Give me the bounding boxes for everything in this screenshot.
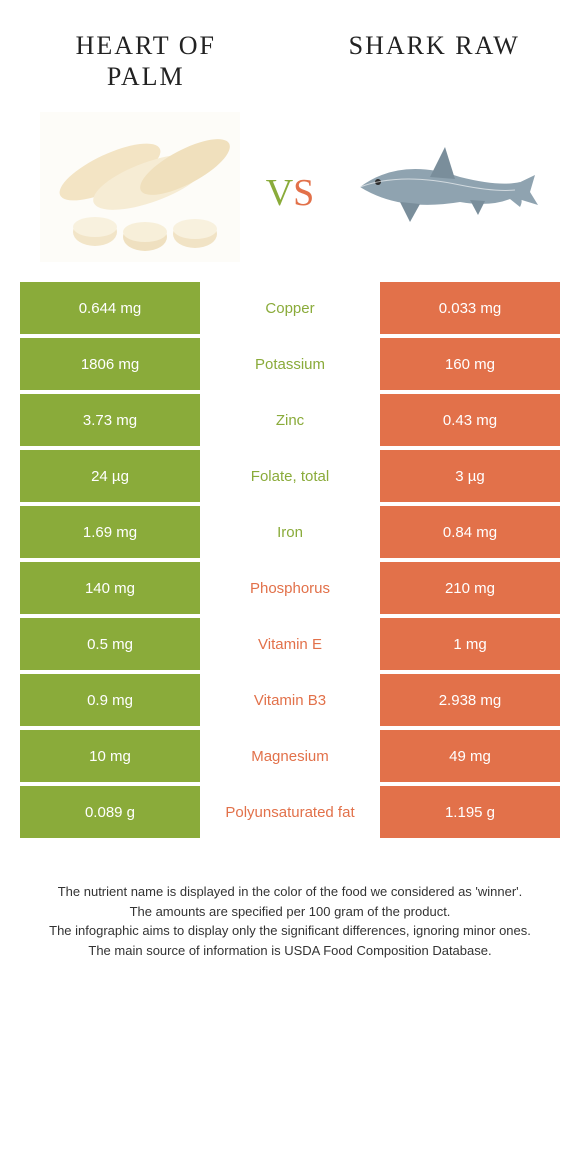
right-value-cell: 1.195 g (380, 786, 560, 838)
nutrient-name-cell: Copper (200, 282, 380, 334)
nutrient-row: 0.5 mgVitamin E1 mg (20, 618, 560, 670)
nutrient-table: 0.644 mgCopper0.033 mg1806 mgPotassium16… (20, 282, 560, 838)
nutrient-name-cell: Vitamin E (200, 618, 380, 670)
right-value-cell: 0.84 mg (380, 506, 560, 558)
footer-line: The main source of information is USDA F… (30, 941, 550, 961)
nutrient-name-cell: Phosphorus (200, 562, 380, 614)
left-value-cell: 1806 mg (20, 338, 200, 390)
images-row: vs (0, 102, 580, 282)
nutrient-row: 24 µgFolate, total3 µg (20, 450, 560, 502)
left-value-cell: 10 mg (20, 730, 200, 782)
nutrient-row: 0.089 gPolyunsaturated fat1.195 g (20, 786, 560, 838)
nutrient-row: 0.9 mgVitamin B32.938 mg (20, 674, 560, 726)
left-value-cell: 0.5 mg (20, 618, 200, 670)
right-value-cell: 3 µg (380, 450, 560, 502)
right-value-cell: 0.43 mg (380, 394, 560, 446)
left-value-cell: 3.73 mg (20, 394, 200, 446)
right-food-title: Shark raw (328, 30, 540, 61)
nutrient-name-cell: Zinc (200, 394, 380, 446)
left-food-image (40, 112, 240, 262)
right-value-cell: 49 mg (380, 730, 560, 782)
nutrient-row: 140 mgPhosphorus210 mg (20, 562, 560, 614)
left-value-cell: 24 µg (20, 450, 200, 502)
right-value-cell: 210 mg (380, 562, 560, 614)
right-value-cell: 1 mg (380, 618, 560, 670)
right-value-cell: 0.033 mg (380, 282, 560, 334)
nutrient-name-cell: Magnesium (200, 730, 380, 782)
nutrient-row: 1806 mgPotassium160 mg (20, 338, 560, 390)
nutrient-row: 0.644 mgCopper0.033 mg (20, 282, 560, 334)
right-food-image (340, 112, 540, 262)
nutrient-row: 3.73 mgZinc0.43 mg (20, 394, 560, 446)
left-value-cell: 140 mg (20, 562, 200, 614)
footer-line: The infographic aims to display only the… (30, 921, 550, 941)
nutrient-name-cell: Vitamin B3 (200, 674, 380, 726)
nutrient-name-cell: Folate, total (200, 450, 380, 502)
nutrient-row: 10 mgMagnesium49 mg (20, 730, 560, 782)
footer-notes: The nutrient name is displayed in the co… (0, 842, 580, 960)
left-value-cell: 0.644 mg (20, 282, 200, 334)
left-value-cell: 0.9 mg (20, 674, 200, 726)
left-food-title: Heart of Palm (40, 30, 252, 92)
left-value-cell: 0.089 g (20, 786, 200, 838)
nutrient-name-cell: Iron (200, 506, 380, 558)
nutrient-row: 1.69 mgIron0.84 mg (20, 506, 560, 558)
nutrient-name-cell: Potassium (200, 338, 380, 390)
nutrient-name-cell: Polyunsaturated fat (200, 786, 380, 838)
infographic-container: Heart of Palm Shark raw vs (0, 0, 580, 960)
footer-line: The amounts are specified per 100 gram o… (30, 902, 550, 922)
left-value-cell: 1.69 mg (20, 506, 200, 558)
footer-line: The nutrient name is displayed in the co… (30, 882, 550, 902)
header-row: Heart of Palm Shark raw (0, 0, 580, 102)
right-value-cell: 2.938 mg (380, 674, 560, 726)
vs-letter-v: v (266, 157, 293, 217)
vs-letter-s: s (293, 157, 314, 217)
vs-label: vs (266, 156, 315, 218)
right-value-cell: 160 mg (380, 338, 560, 390)
